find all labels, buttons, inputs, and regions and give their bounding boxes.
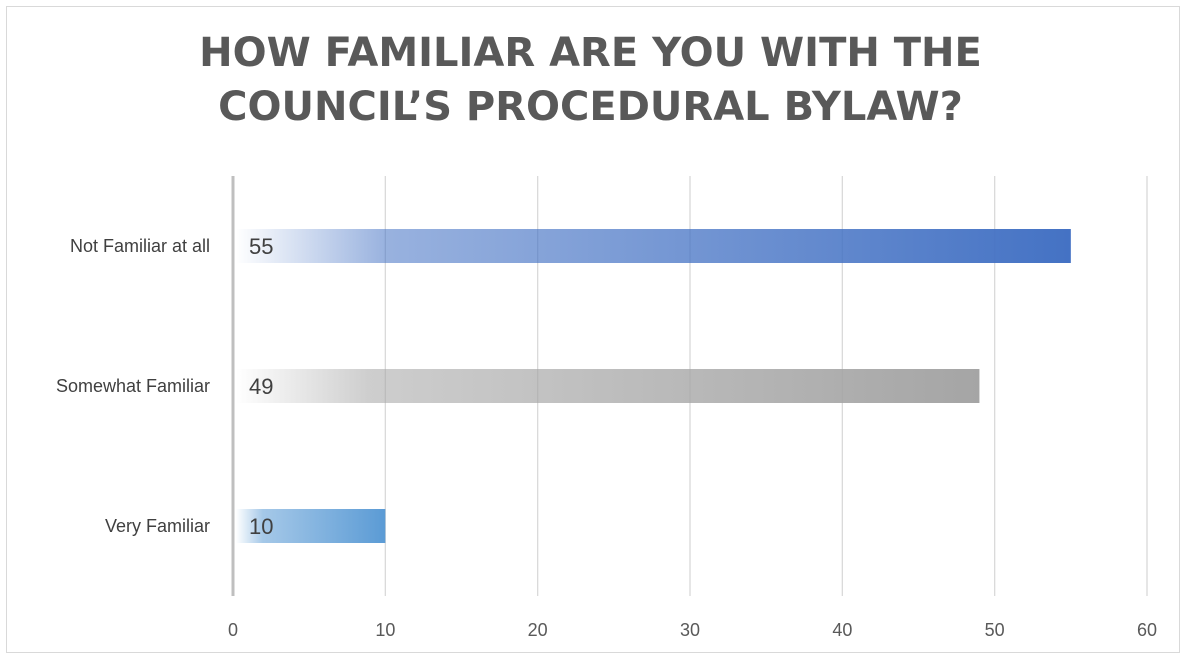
labels: 0 10 20 30 40 50 60 55 Not Familiar at all 49 Some… <box>56 234 1157 640</box>
bar <box>236 509 386 543</box>
x-tick-label: 30 <box>680 620 700 640</box>
category-label: Very Familiar <box>105 516 210 536</box>
data-label: 10 <box>249 514 273 539</box>
x-tick-label: 60 <box>1137 620 1157 640</box>
bar <box>236 369 980 403</box>
chart-title-line-2: COUNCIL’S PROCEDURAL BYLAW? <box>218 84 963 130</box>
bars <box>236 229 1071 543</box>
x-tick-label: 20 <box>528 620 548 640</box>
data-label: 55 <box>249 234 273 259</box>
chart-title: HOW FAMILIAR ARE YOU WITH THE COUNCIL’S … <box>0 26 1181 134</box>
x-tick-label: 0 <box>228 620 238 640</box>
chart-frame <box>6 6 1180 653</box>
x-tick-label: 10 <box>375 620 395 640</box>
bar <box>236 229 1071 263</box>
x-tick-label: 40 <box>832 620 852 640</box>
chart-title-line-1: HOW FAMILIAR ARE YOU WITH THE <box>199 30 982 76</box>
x-tick-label: 50 <box>985 620 1005 640</box>
data-label: 49 <box>249 374 273 399</box>
category-label: Not Familiar at all <box>70 236 210 256</box>
category-label: Somewhat Familiar <box>56 376 210 396</box>
